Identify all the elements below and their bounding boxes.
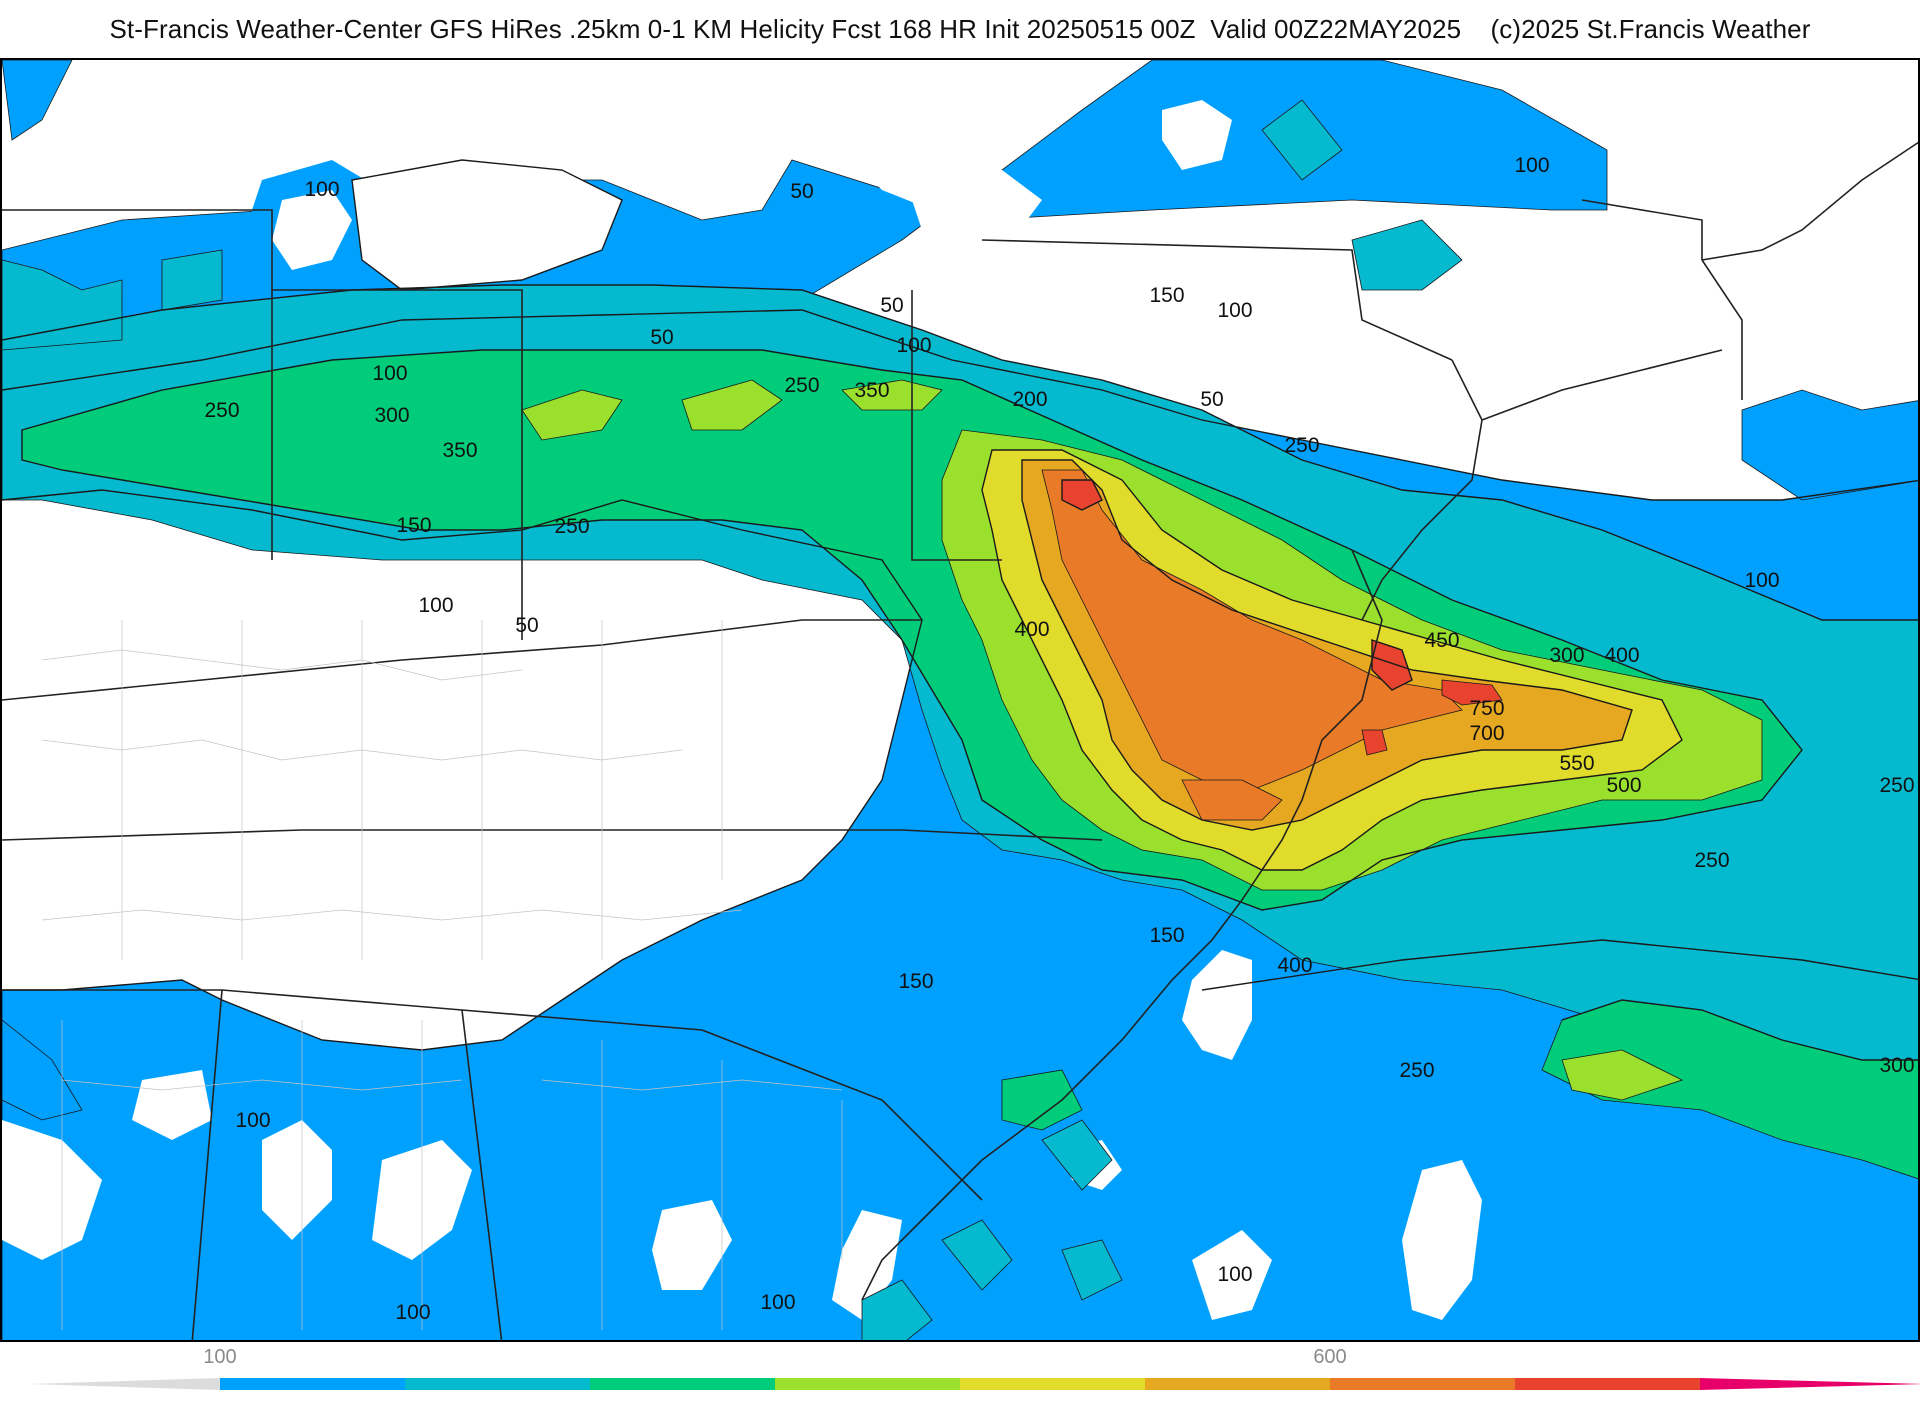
- contour-label: 250: [1694, 849, 1729, 872]
- contour-label: 750: [1469, 697, 1504, 720]
- helicity-fill-600: [1041, 469, 1463, 821]
- colorbar-low-arrow: [30, 1378, 220, 1390]
- colorbar-segment: [1330, 1378, 1515, 1390]
- colorbar-tick-label: 100: [203, 1346, 237, 1368]
- contour-label: 700: [1469, 722, 1504, 745]
- colorbar-segment: [590, 1378, 775, 1390]
- contour-label: 400: [1014, 618, 1049, 641]
- contour-label: 100: [235, 1109, 270, 1132]
- colorbar-segment: [1700, 1378, 1920, 1390]
- contour-label: 150: [1149, 924, 1184, 947]
- contour-label: 150: [898, 970, 933, 993]
- contour-lines: [2, 159, 1918, 1061]
- low-helicity-gaps: [2, 60, 1918, 1320]
- county-lines: [41, 620, 843, 1330]
- contour-label: 50: [880, 294, 903, 317]
- contour-label: 250: [1879, 774, 1914, 797]
- contour-label: 100: [418, 594, 453, 617]
- contour-labels: 100 50 100 150 100 50 50 100 100 250 350 250 300 350 2…: [204, 154, 1914, 1324]
- contour-label: 200: [1012, 388, 1047, 411]
- map-title: St-Francis Weather-Center GFS HiRes .25k…: [109, 14, 1811, 44]
- contour-label: 250: [1284, 434, 1319, 457]
- contour-label: 100: [1217, 1263, 1252, 1286]
- contour-label: 250: [204, 399, 239, 422]
- contour-label: 100: [395, 1301, 430, 1324]
- contour-label: 50: [515, 614, 538, 637]
- helicity-fill-700: [1061, 479, 1503, 756]
- contour-label: 100: [372, 362, 407, 385]
- contour-label: 250: [784, 374, 819, 397]
- contour-label: 50: [650, 326, 673, 349]
- contour-label: 100: [896, 334, 931, 357]
- state-borders: [2, 141, 1918, 1340]
- colorbar-segment: [220, 1378, 405, 1390]
- colorbar-segment: [405, 1378, 590, 1390]
- contour-label: 250: [1399, 1059, 1434, 1082]
- contour-label: 150: [1149, 284, 1184, 307]
- contour-label: 300: [374, 404, 409, 427]
- helicity-map: 100 50 100 150 100 50 50 100 100 250 350 250 300 350 2…: [0, 58, 1920, 1342]
- colorbar-segment: [960, 1378, 1145, 1390]
- contour-label: 350: [854, 379, 889, 402]
- contour-label: 400: [1277, 954, 1312, 977]
- colorbar-gradient: [30, 1378, 1920, 1390]
- contour-label: 350: [442, 439, 477, 462]
- contour-label: 100: [1514, 154, 1549, 177]
- contour-label: 250: [554, 515, 589, 538]
- contour-label: 100: [760, 1291, 795, 1314]
- contour-label: 100: [304, 178, 339, 201]
- contour-label: 150: [396, 514, 431, 537]
- colorbar-segment: [775, 1378, 960, 1390]
- contour-label: 50: [790, 180, 813, 203]
- colorbar-segment: [1145, 1378, 1330, 1390]
- contour-label: 50: [1200, 388, 1223, 411]
- map-canvas: 100 50 100 150 100 50 50 100 100 250 350 250 300 350 2…: [2, 60, 1918, 1340]
- colorbar-tick-label: 600: [1313, 1346, 1347, 1368]
- contour-label: 100: [1744, 569, 1779, 592]
- contour-label: 300: [1549, 644, 1584, 667]
- contour-label: 450: [1424, 629, 1459, 652]
- contour-label: 100: [1217, 299, 1252, 322]
- colorbar-segment: [1515, 1378, 1700, 1390]
- contour-label: 550: [1559, 752, 1594, 775]
- colorbar: 100 600: [0, 1342, 1920, 1400]
- contour-label: 500: [1606, 774, 1641, 797]
- contour-label: 300: [1879, 1054, 1914, 1077]
- contour-label: 400: [1604, 644, 1639, 667]
